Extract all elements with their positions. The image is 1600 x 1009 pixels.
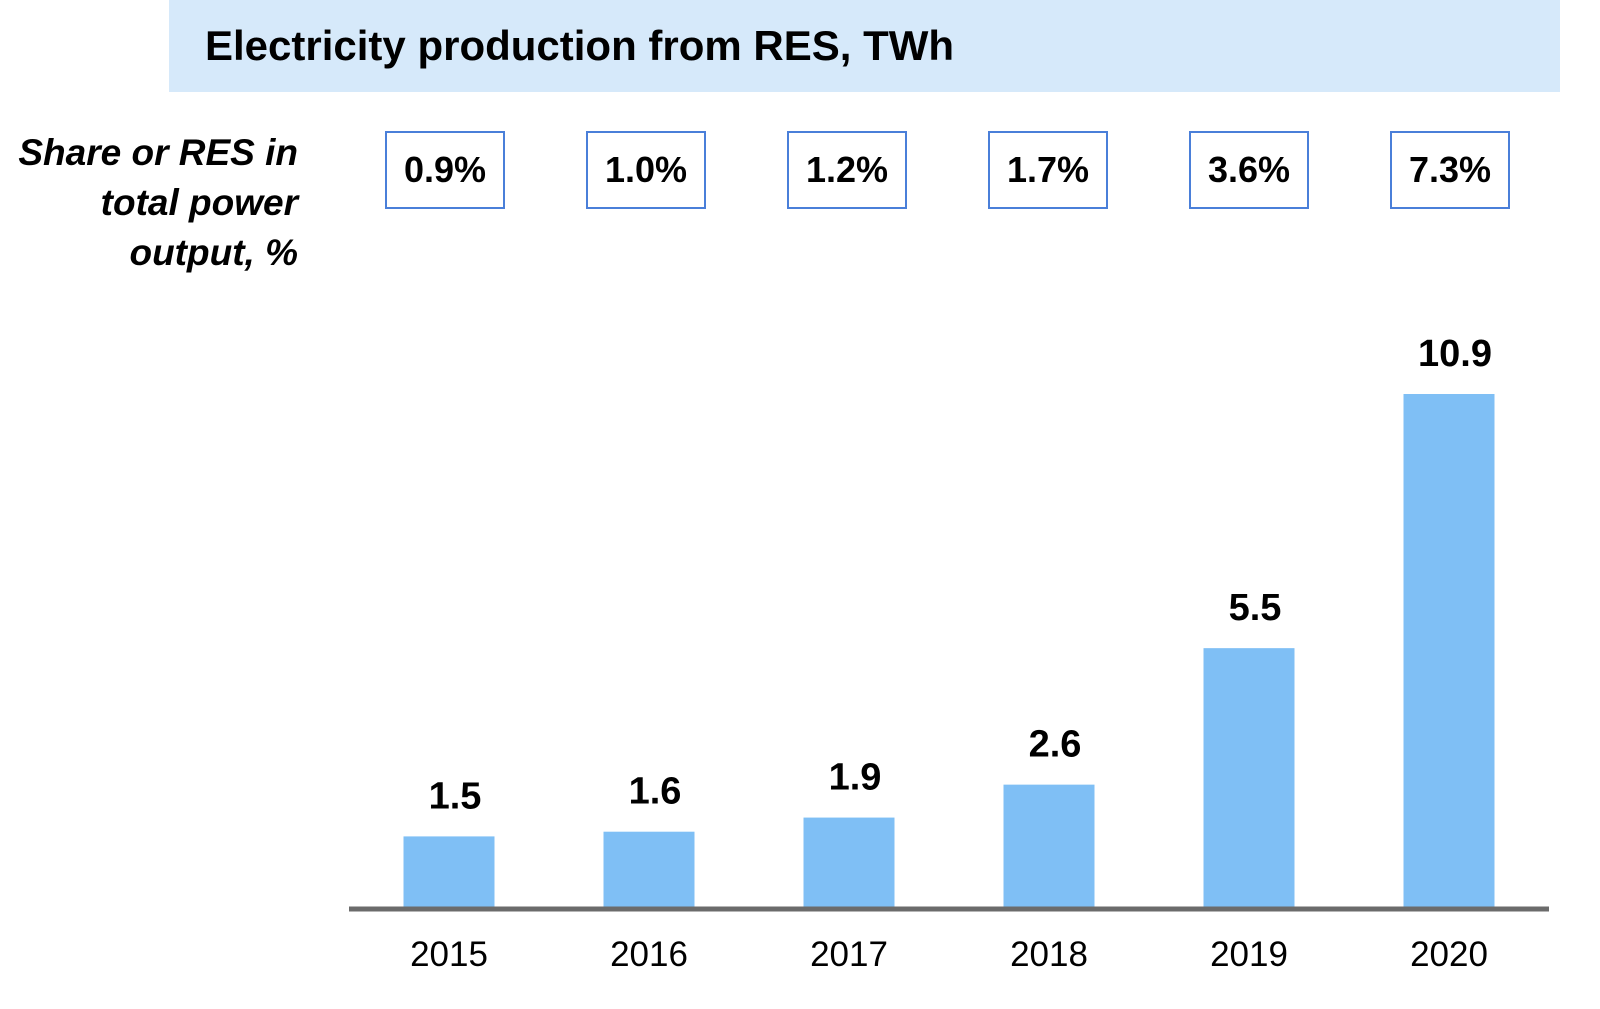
data-label-2015: 1.5: [429, 775, 482, 817]
x-tick-2018: 2018: [1010, 935, 1088, 974]
x-tick-2017: 2017: [810, 935, 888, 974]
data-label-2020: 10.9: [1418, 333, 1492, 375]
x-tick-2019: 2019: [1210, 935, 1288, 974]
bar-2020: [1403, 394, 1495, 907]
x-tick-2016: 2016: [610, 935, 688, 974]
bar-2018: [1003, 784, 1095, 907]
data-label-2017: 1.9: [829, 757, 882, 799]
data-label-2018: 2.6: [1029, 724, 1082, 766]
x-tick-2015: 2015: [410, 935, 488, 974]
data-label-2019: 5.5: [1229, 587, 1282, 629]
x-tick-2020: 2020: [1410, 935, 1488, 974]
share-box-2019: 3.6%: [1189, 131, 1309, 209]
bar-2017: [803, 817, 895, 907]
share-box-2015: 0.9%: [385, 131, 505, 209]
share-box-2016: 1.0%: [586, 131, 706, 209]
bar-2019: [1203, 648, 1295, 907]
bar-2015: [403, 836, 495, 907]
share-box-2017: 1.2%: [787, 131, 907, 209]
share-label: Share or RES in total power output, %: [18, 132, 298, 273]
data-label-2016: 1.6: [629, 771, 682, 813]
share-box-2018: 1.7%: [988, 131, 1108, 209]
chart-title: Electricity production from RES, TWh: [205, 22, 955, 69]
bar-2016: [603, 831, 695, 907]
title-band: Electricity production from RES, TWh: [169, 0, 1560, 92]
share-box-2020: 7.3%: [1390, 131, 1510, 209]
